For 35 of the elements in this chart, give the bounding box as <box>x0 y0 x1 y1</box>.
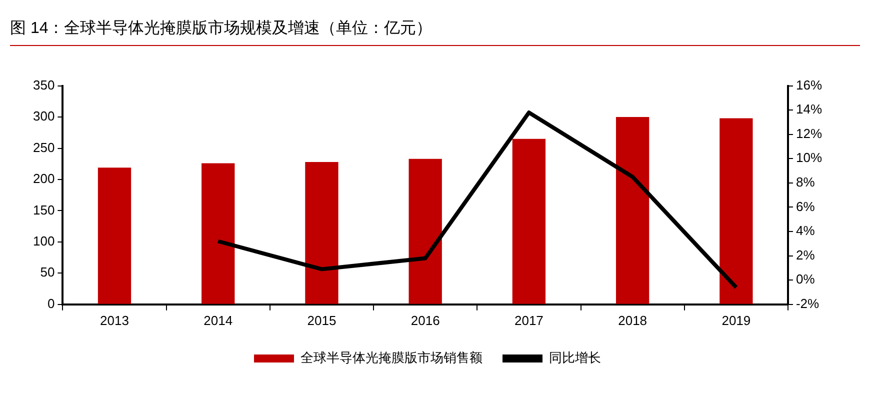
y2-tick-label: 8% <box>796 174 816 190</box>
y-tick-label: 350 <box>32 77 55 92</box>
x-tick-label: 2016 <box>410 312 440 328</box>
bar <box>408 158 442 304</box>
y2-tick-label: 10% <box>796 150 822 166</box>
y-tick-label: 250 <box>32 140 55 155</box>
x-tick-label: 2014 <box>204 312 233 328</box>
bar <box>512 138 546 304</box>
legend-label: 同比增长 <box>549 350 601 366</box>
y-tick-label: 0 <box>47 296 55 311</box>
y2-tick-label: 4% <box>796 223 816 238</box>
y-tick-label: 100 <box>32 234 55 249</box>
legend-label: 全球半导体光掩膜版市场销售额 <box>300 350 482 366</box>
bar <box>616 117 650 304</box>
y-tick-label: 200 <box>32 171 55 186</box>
bar <box>305 162 338 304</box>
y2-tick-label: 14% <box>796 102 822 117</box>
bar <box>720 118 753 304</box>
y2-tick-label: 0% <box>796 272 816 287</box>
x-tick-label: 2013 <box>100 312 129 328</box>
y2-tick-label: -2% <box>796 296 820 311</box>
x-tick-label: 2015 <box>307 312 336 328</box>
y2-tick-label: 6% <box>796 198 816 214</box>
y2-tick-label: 2% <box>796 247 816 262</box>
bar <box>98 168 132 304</box>
x-tick-label: 2017 <box>514 312 544 328</box>
x-tick-label: 2019 <box>722 312 751 328</box>
bar <box>202 163 235 304</box>
y-tick-label: 300 <box>32 108 55 124</box>
x-tick-label: 2018 <box>618 312 648 328</box>
y2-tick-label: 12% <box>796 126 822 141</box>
y2-tick-label: 16% <box>796 77 822 92</box>
y-tick-label: 50 <box>40 264 55 280</box>
chart-title: 图 14：全球半导体光掩膜版市场规模及增速（单位：亿元） <box>10 18 860 46</box>
y-tick-label: 150 <box>32 202 55 218</box>
